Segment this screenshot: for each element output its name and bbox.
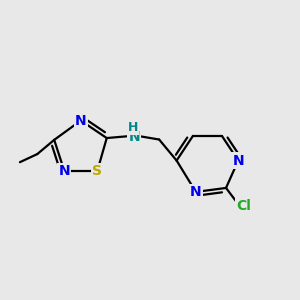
Text: N: N <box>232 154 244 168</box>
Text: N: N <box>75 114 87 128</box>
Text: N: N <box>58 164 70 178</box>
Text: S: S <box>92 164 102 178</box>
Text: H: H <box>128 121 138 134</box>
Text: N: N <box>190 185 202 199</box>
Text: Cl: Cl <box>236 199 251 213</box>
Text: N: N <box>128 130 140 144</box>
